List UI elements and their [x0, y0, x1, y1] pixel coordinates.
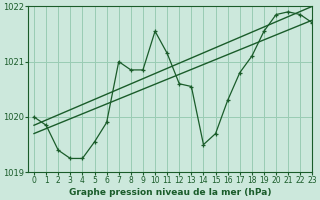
X-axis label: Graphe pression niveau de la mer (hPa): Graphe pression niveau de la mer (hPa): [69, 188, 271, 197]
